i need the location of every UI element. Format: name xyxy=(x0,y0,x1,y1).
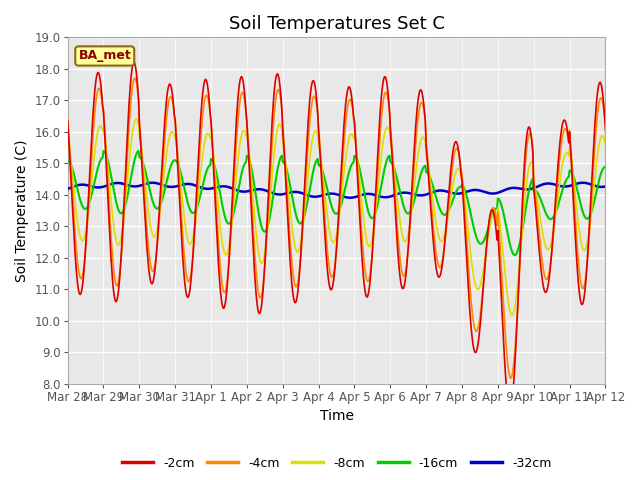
Y-axis label: Soil Temperature (C): Soil Temperature (C) xyxy=(15,139,29,282)
Legend: -2cm, -4cm, -8cm, -16cm, -32cm: -2cm, -4cm, -8cm, -16cm, -32cm xyxy=(116,452,556,475)
X-axis label: Time: Time xyxy=(319,409,353,423)
Title: Soil Temperatures Set C: Soil Temperatures Set C xyxy=(228,15,444,33)
Text: BA_met: BA_met xyxy=(78,49,131,62)
